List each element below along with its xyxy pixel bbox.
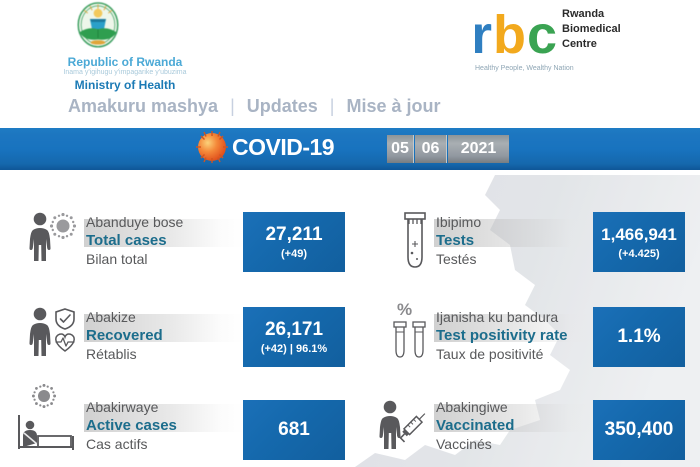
svg-text:b: b (493, 5, 526, 65)
svg-text:c: c (527, 5, 557, 65)
svg-text:r: r (475, 5, 492, 65)
